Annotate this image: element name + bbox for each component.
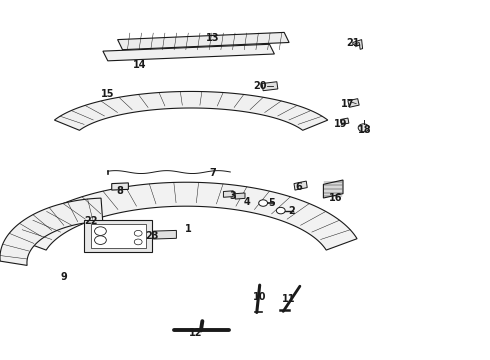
Text: 6: 6 (295, 182, 302, 192)
Text: 8: 8 (117, 186, 123, 196)
Circle shape (95, 227, 106, 235)
Polygon shape (84, 220, 152, 252)
Text: 1: 1 (185, 224, 192, 234)
Text: 21: 21 (346, 38, 360, 48)
Text: 2: 2 (288, 206, 295, 216)
Text: 22: 22 (84, 216, 98, 226)
Text: 19: 19 (334, 119, 347, 129)
Text: 11: 11 (282, 294, 296, 304)
Polygon shape (348, 99, 359, 107)
Polygon shape (294, 181, 307, 190)
Polygon shape (91, 224, 146, 248)
Polygon shape (353, 40, 363, 49)
Polygon shape (103, 44, 274, 61)
Circle shape (259, 200, 268, 206)
Polygon shape (341, 118, 349, 125)
Circle shape (358, 124, 369, 132)
Polygon shape (112, 183, 128, 190)
Circle shape (95, 236, 106, 244)
Polygon shape (54, 91, 328, 130)
Polygon shape (15, 182, 357, 250)
Circle shape (134, 230, 142, 236)
Text: 5: 5 (269, 198, 275, 208)
Polygon shape (262, 82, 278, 91)
Text: 4: 4 (244, 197, 251, 207)
Text: 18: 18 (358, 125, 372, 135)
Polygon shape (235, 193, 245, 199)
Circle shape (134, 239, 142, 245)
Text: 14: 14 (133, 60, 147, 70)
Polygon shape (153, 230, 176, 239)
Polygon shape (323, 180, 343, 198)
Text: 12: 12 (189, 328, 203, 338)
Text: 23: 23 (145, 231, 159, 241)
Text: 9: 9 (60, 272, 67, 282)
Circle shape (276, 207, 285, 214)
Text: 3: 3 (229, 191, 236, 201)
Text: 7: 7 (210, 168, 217, 178)
Text: 15: 15 (101, 89, 115, 99)
Polygon shape (118, 32, 289, 50)
Text: 10: 10 (253, 292, 267, 302)
Text: 16: 16 (329, 193, 343, 203)
Polygon shape (0, 198, 103, 265)
Text: 17: 17 (341, 99, 355, 109)
Polygon shape (223, 191, 233, 197)
Text: 20: 20 (253, 81, 267, 91)
Text: 13: 13 (206, 33, 220, 43)
